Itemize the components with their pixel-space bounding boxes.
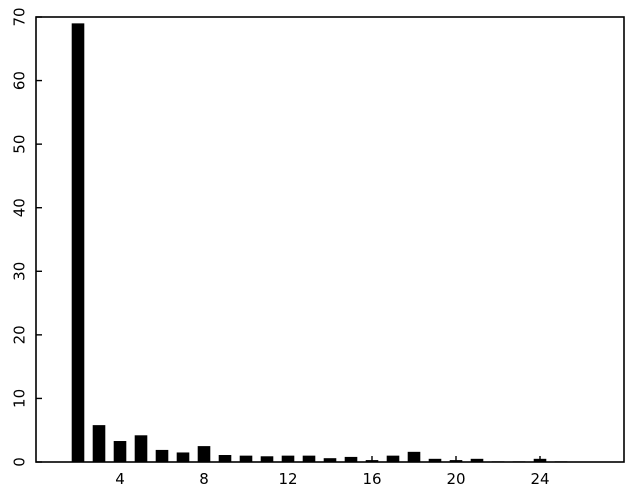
bars-group xyxy=(71,23,568,463)
bar-13 xyxy=(302,455,316,462)
y-tick-label: 40 xyxy=(11,198,29,217)
x-tick-label: 12 xyxy=(278,470,297,488)
bar-8 xyxy=(197,446,211,462)
bar-19 xyxy=(428,458,442,462)
x-tick-label: 16 xyxy=(362,470,381,488)
x-tick-label: 4 xyxy=(115,470,125,488)
bar-15 xyxy=(344,456,358,462)
x-tick-label: 24 xyxy=(530,470,549,488)
bar-7 xyxy=(176,452,190,462)
bar-3 xyxy=(92,425,106,462)
bar-18 xyxy=(407,451,421,462)
ticks-group xyxy=(36,16,541,463)
bar-14 xyxy=(323,458,337,462)
x-tick-label: 8 xyxy=(199,470,209,488)
bar-5 xyxy=(134,435,148,462)
y-tick-label: 70 xyxy=(11,7,29,26)
x-tick-labels: 4 8 12 16 20 24 xyxy=(115,470,549,488)
plot-frame xyxy=(35,16,625,463)
bar-23 xyxy=(512,461,526,462)
y-tick-label: 30 xyxy=(11,262,29,281)
bar-4 xyxy=(113,441,127,462)
bar-10 xyxy=(239,455,253,462)
bar-9 xyxy=(218,455,232,462)
bar-2 xyxy=(71,23,85,463)
y-tick-labels: 0 10 20 30 40 50 60 70 xyxy=(11,7,29,466)
bar-21 xyxy=(470,458,484,462)
y-tick-label: 0 xyxy=(11,457,29,467)
bar-25 xyxy=(554,461,568,462)
bar-6 xyxy=(155,449,169,462)
y-tick-label: 60 xyxy=(11,71,29,90)
y-tick-label: 20 xyxy=(11,325,29,344)
y-tick-label: 50 xyxy=(11,135,29,154)
bar-17 xyxy=(386,455,400,462)
x-tick-label: 20 xyxy=(446,470,465,488)
bar-22 xyxy=(491,461,505,462)
y-tick-label: 10 xyxy=(11,389,29,408)
bar-11 xyxy=(260,456,274,462)
